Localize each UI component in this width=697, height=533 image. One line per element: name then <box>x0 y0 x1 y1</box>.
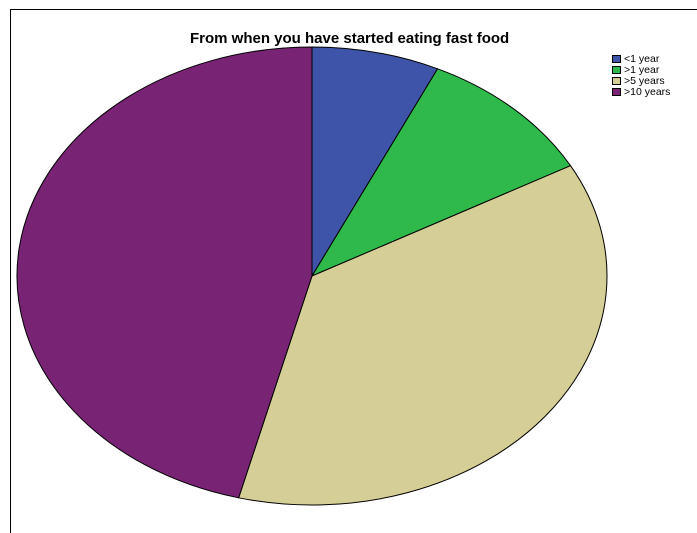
chart-legend: <1 year >1 year >5 years >10 years <box>612 52 671 98</box>
legend-item-more-5-years: >5 years <box>612 74 670 87</box>
legend-item-less-1-year: <1 year <box>612 52 670 65</box>
frame-border-top <box>10 9 697 10</box>
chart-title: From when you have started eating fast f… <box>190 30 510 47</box>
pie-slice-3 <box>16 46 313 499</box>
pie-slice-1 <box>311 68 572 277</box>
legend-label: >10 years <box>624 85 671 98</box>
legend-label: >1 year <box>624 63 660 76</box>
pie-slice-2 <box>238 165 608 506</box>
legend-swatch <box>612 65 621 74</box>
legend-swatch <box>612 76 621 85</box>
legend-item-more-1-year: >1 year <box>612 63 670 76</box>
legend-swatch <box>612 87 621 96</box>
legend-item-more-10-years: >10 years <box>612 85 671 98</box>
legend-label: <1 year <box>624 52 660 65</box>
legend-label: >5 years <box>624 74 665 87</box>
frame-border-left <box>10 9 11 533</box>
pie-slice-0 <box>311 46 439 277</box>
legend-swatch <box>612 54 621 63</box>
